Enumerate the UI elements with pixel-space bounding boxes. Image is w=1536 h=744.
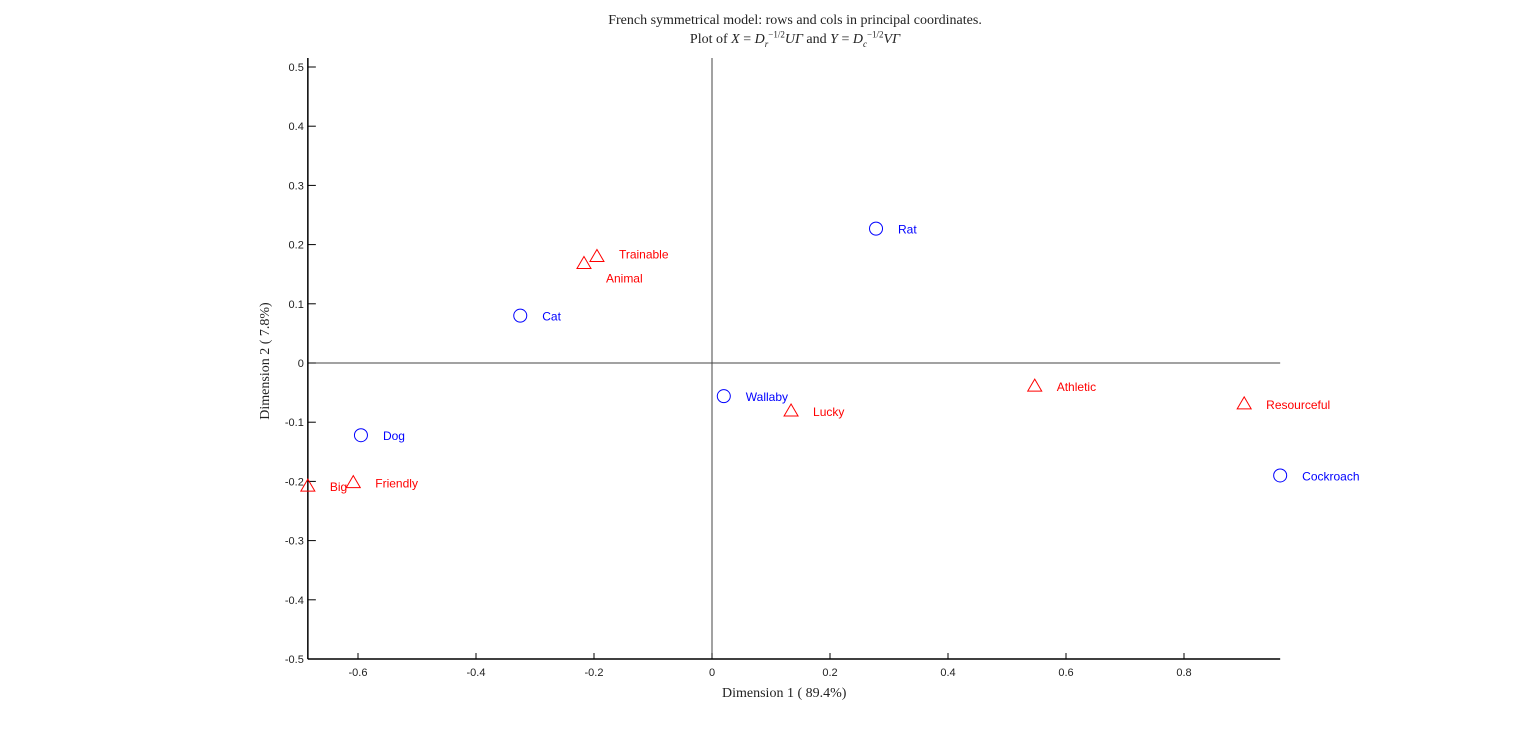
point-label-big: Big	[330, 480, 347, 494]
y-tick-label: -0.3	[285, 536, 304, 548]
x-tick-label: -0.2	[585, 667, 604, 679]
point-friendly	[345, 474, 362, 489]
x-tick-label: 0.6	[1058, 667, 1073, 679]
point-label-cockroach: Cockroach	[1302, 469, 1359, 483]
point-label-dog: Dog	[383, 429, 405, 443]
x-tick-label: -0.6	[349, 667, 368, 679]
y-tick-label: 0.3	[289, 180, 304, 192]
x-tick-label: 0.2	[822, 667, 837, 679]
x-tick-label: 0.8	[1176, 667, 1191, 679]
y-tick-label: -0.5	[285, 654, 304, 666]
chart-title: French symmetrical model: rows and cols …	[0, 11, 1536, 49]
y-tick-label: 0.4	[289, 121, 304, 133]
x-tick-label: 0	[709, 667, 715, 679]
point-lucky	[783, 402, 799, 417]
point-label-cat: Cat	[542, 310, 561, 324]
x-tick-label: -0.4	[467, 667, 486, 679]
point-label-animal: Animal	[606, 272, 643, 286]
x-axis-label: Dimension 1 ( 89.4%)	[722, 686, 847, 701]
point-label-athletic: Athletic	[1057, 380, 1096, 394]
y-tick-label: 0.2	[289, 240, 304, 252]
point-label-rat: Rat	[898, 223, 917, 237]
y-tick-label: -0.2	[285, 476, 304, 488]
point-label-friendly: Friendly	[375, 477, 418, 491]
x-tick-label: 0.4	[940, 667, 955, 679]
y-axis-label: Dimension 2 ( 7.8%)	[258, 302, 273, 420]
y-tick-label: 0.5	[289, 62, 304, 74]
y-tick-label: -0.1	[285, 417, 304, 429]
point-resourceful	[1236, 395, 1253, 410]
point-big	[299, 478, 316, 492]
point-label-resourceful: Resourceful	[1266, 398, 1330, 412]
point-cockroach	[1273, 468, 1288, 483]
title-line1: French symmetrical model: rows and cols …	[608, 13, 982, 28]
point-cat	[513, 308, 528, 323]
point-trainable	[589, 248, 605, 262]
point-label-trainable: Trainable	[619, 247, 669, 261]
point-athletic	[1026, 378, 1043, 392]
y-tick-label: -0.4	[285, 595, 304, 607]
point-label-wallaby: Wallaby	[746, 390, 788, 404]
point-wallaby	[716, 389, 731, 404]
point-animal	[576, 255, 592, 270]
point-label-lucky: Lucky	[813, 405, 844, 419]
y-tick-label: 0.1	[289, 299, 304, 311]
y-tick-label: 0	[298, 358, 304, 370]
point-rat	[869, 221, 884, 236]
title-line2: Plot of X = Dr−1/2UΓ and Y = Dc−1/2VΓ	[689, 29, 901, 49]
point-dog	[353, 428, 368, 443]
